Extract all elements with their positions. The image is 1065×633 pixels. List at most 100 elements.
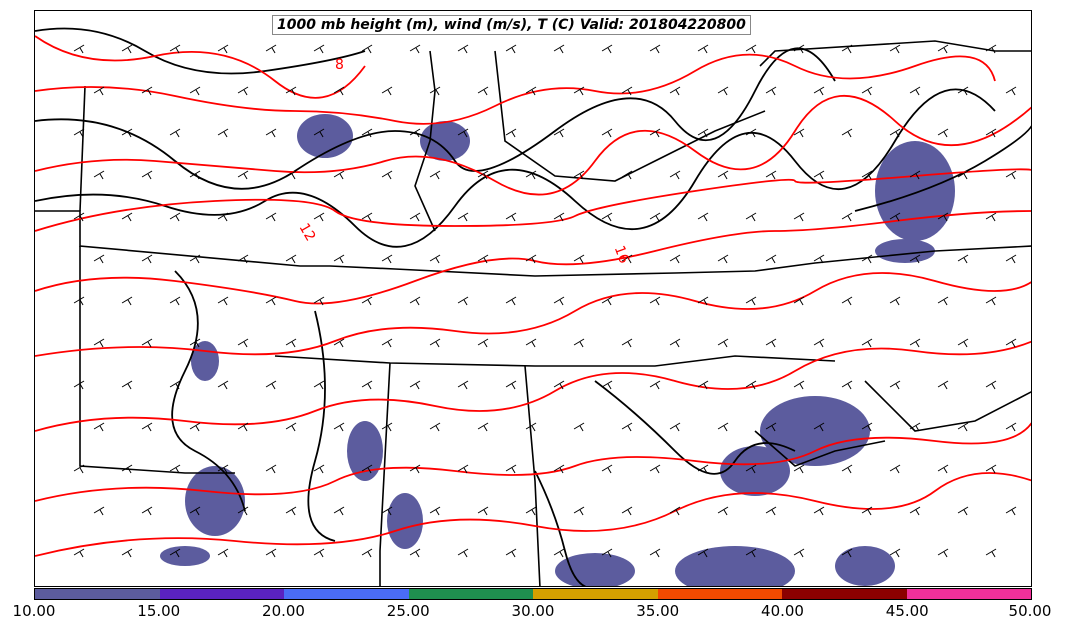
wind-barb — [477, 254, 489, 264]
wind-barb — [169, 464, 181, 474]
state-line — [35, 210, 1031, 277]
wind-barb — [573, 254, 585, 264]
wind-barb — [189, 86, 201, 96]
wind-barb — [621, 254, 633, 264]
colorbar-tick-labels: 10.00 15.00 20.00 25.00 30.00 35.00 40.00 45.00… — [0, 602, 1065, 622]
wind-barb — [525, 506, 537, 516]
wind-barb — [669, 254, 681, 264]
wind-barb — [477, 86, 489, 96]
height-contour — [35, 88, 996, 248]
wind-barb — [265, 128, 277, 138]
wind-barb — [793, 128, 805, 138]
wind-barb — [889, 548, 901, 558]
wind-barb — [409, 128, 421, 138]
wind-barb — [937, 212, 949, 222]
wind-barb — [409, 44, 421, 54]
contour-label: 16 — [611, 244, 632, 266]
wind-barb — [505, 296, 517, 306]
state-line — [414, 50, 436, 232]
wind-barb — [985, 548, 997, 558]
wind-barb — [381, 506, 393, 516]
wind-barb — [285, 338, 297, 348]
wind-barb — [73, 44, 85, 54]
wind-barb — [1005, 338, 1017, 348]
colorbar-segment — [35, 589, 160, 599]
wind-barb — [649, 296, 661, 306]
colorbar-segment — [533, 589, 658, 599]
wind-barb — [889, 44, 901, 54]
wind-barb — [169, 212, 181, 222]
wind-barb — [793, 212, 805, 222]
wind-barb — [573, 506, 585, 516]
wind-barb — [409, 464, 421, 474]
wind-barb — [121, 548, 133, 558]
wind-barb — [601, 44, 613, 54]
wind-barb — [813, 506, 825, 516]
wind-barb — [189, 506, 201, 516]
precip-area — [875, 141, 955, 241]
wind-barb — [121, 212, 133, 222]
map-title: 1000 mb height (m), wind (m/s), T (C) Va… — [272, 15, 751, 35]
wind-barb — [745, 548, 757, 558]
wind-barb — [765, 422, 777, 432]
wind-barb — [189, 338, 201, 348]
height-contour — [854, 125, 1031, 212]
wind-barb — [813, 338, 825, 348]
wind-barb — [649, 128, 661, 138]
height-contour — [594, 380, 796, 475]
colorbar-tick-label: 15.00 — [137, 602, 181, 620]
temperature-contour — [35, 35, 366, 99]
state-line — [79, 246, 235, 474]
wind-barb — [669, 506, 681, 516]
temperature-contour — [35, 210, 1031, 305]
wind-barb — [265, 212, 277, 222]
wind-barb — [525, 170, 537, 180]
wind-barb — [697, 464, 709, 474]
wind-barb — [957, 338, 969, 348]
wind-barb — [477, 338, 489, 348]
wind-barb — [697, 128, 709, 138]
wind-barb — [889, 128, 901, 138]
wind-barb — [237, 338, 249, 348]
colorbar-segment — [284, 589, 409, 599]
wind-barb — [457, 548, 469, 558]
wind-barb — [73, 296, 85, 306]
wind-barb — [889, 464, 901, 474]
state-line — [864, 380, 1031, 432]
wind-barb — [745, 380, 757, 390]
wind-barb — [361, 464, 373, 474]
wind-barb — [765, 254, 777, 264]
wind-barb — [553, 296, 565, 306]
wind-barb — [121, 380, 133, 390]
wind-barb — [937, 464, 949, 474]
wind-barb — [841, 380, 853, 390]
wind-barb — [141, 506, 153, 516]
wind-barb — [669, 86, 681, 96]
wind-barb — [505, 44, 517, 54]
wind-barb — [381, 338, 393, 348]
precip-area — [297, 114, 353, 158]
wind-barb — [361, 212, 373, 222]
temperature-contour — [35, 168, 1031, 232]
height-contour — [35, 47, 836, 190]
wind-barb — [73, 464, 85, 474]
wind-barb — [621, 86, 633, 96]
wind-barb — [553, 548, 565, 558]
colorbar — [34, 588, 1032, 600]
wind-barb — [505, 212, 517, 222]
wind-barb — [985, 212, 997, 222]
wind-barb — [649, 380, 661, 390]
wind-barb — [333, 86, 345, 96]
wind-barb — [669, 338, 681, 348]
wind-barb — [429, 422, 441, 432]
wind-barb — [957, 506, 969, 516]
wind-barb — [573, 170, 585, 180]
wind-barb — [553, 128, 565, 138]
wind-barb — [1005, 170, 1017, 180]
wind-barb — [861, 422, 873, 432]
wind-barb — [745, 128, 757, 138]
wind-barb — [93, 170, 105, 180]
wind-barb — [793, 380, 805, 390]
wind-barb — [169, 44, 181, 54]
wind-barb — [813, 86, 825, 96]
